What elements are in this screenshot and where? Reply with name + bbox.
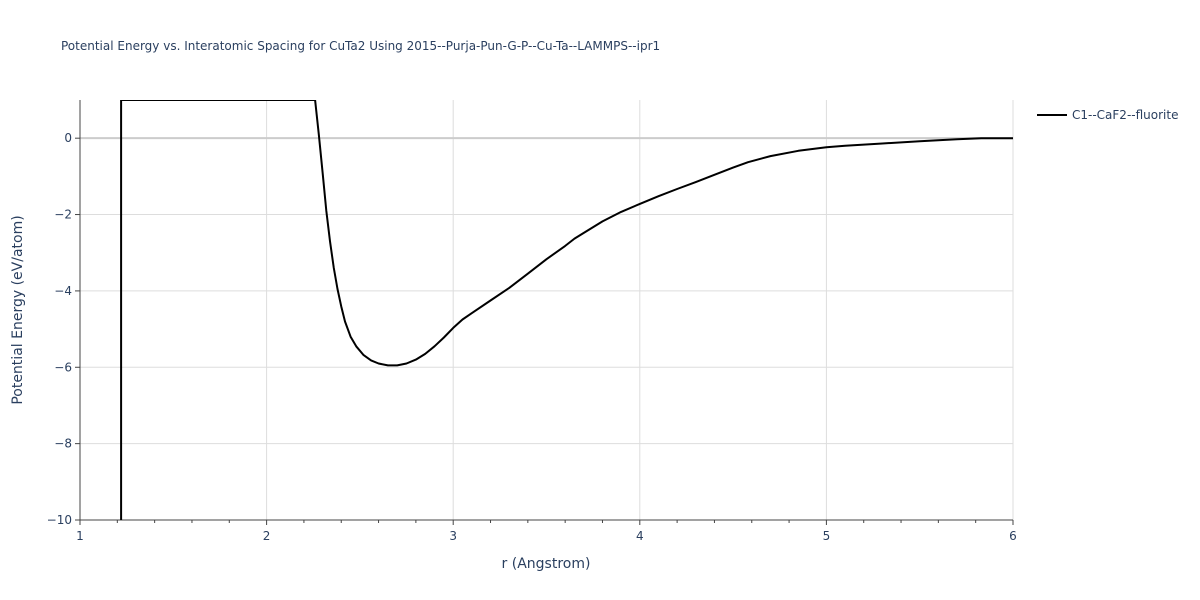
x-tick-label: 2: [263, 529, 271, 543]
chart-title: Potential Energy vs. Interatomic Spacing…: [61, 39, 660, 53]
y-tick-label: −8: [54, 437, 72, 451]
y-tick-label: −10: [47, 513, 72, 527]
y-tick-label: −6: [54, 360, 72, 374]
y-tick-label: −4: [54, 284, 72, 298]
plot-area: [120, 100, 1013, 520]
x-tick-label: 3: [449, 529, 457, 543]
x-axis-title: r (Angstrom): [502, 556, 591, 572]
axes: 1 2 3 4 5 6 0 −2 −4 −6 −8 −10: [47, 100, 1017, 543]
x-tick-label: 5: [823, 529, 831, 543]
x-tick-label: 1: [76, 529, 84, 543]
y-axis-title: Potential Energy (eV/atom): [10, 215, 26, 404]
x-tick-label: 6: [1009, 529, 1017, 543]
legend-entry-label[interactable]: C1--CaF2--fluorite: [1072, 108, 1178, 122]
grid: [80, 100, 1014, 520]
y-tick-label: 0: [64, 131, 72, 145]
x-tick-label: 4: [636, 529, 644, 543]
legend[interactable]: C1--CaF2--fluorite: [1037, 108, 1178, 122]
series-line: [120, 100, 1013, 520]
y-tick-label: −2: [54, 208, 72, 222]
